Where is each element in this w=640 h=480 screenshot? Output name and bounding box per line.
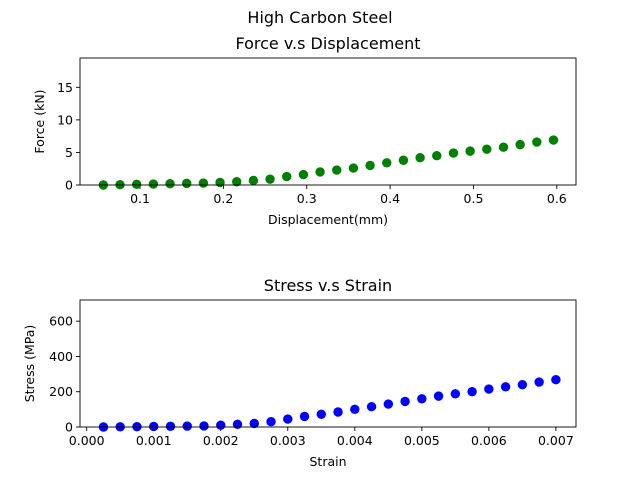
stress-data-point	[316, 409, 326, 419]
force-data-point	[548, 135, 559, 145]
stress-data-point	[500, 382, 511, 392]
stress-data-point	[299, 411, 310, 422]
stress-data-point	[149, 421, 159, 432]
figure-suptitle: High Carbon Steel	[247, 8, 393, 27]
stress-x-axis-label: Strain	[309, 454, 346, 469]
force-data-point	[415, 152, 425, 163]
force-y-tick-label: 5	[65, 145, 73, 160]
stress-y-tick-label: 0	[65, 420, 73, 435]
force-x-tick-label: 0.3	[297, 191, 317, 206]
force-data-point	[365, 160, 375, 171]
force-data-point	[482, 144, 492, 154]
stress-x-tick-label: 0.005	[404, 433, 440, 448]
stress-data-point	[350, 404, 360, 415]
force-plot-frame	[79, 57, 577, 186]
force-x-axis-label: Displacement(mm)	[268, 212, 388, 227]
stress-data-point	[283, 414, 293, 424]
stress-data-point	[199, 421, 209, 431]
stress-x-tick-label: 0.002	[203, 433, 239, 448]
stress-data-point	[232, 419, 243, 430]
force-x-tick-label: 0.1	[130, 191, 150, 206]
force-data-point	[131, 179, 142, 190]
stress-data-point	[433, 391, 444, 401]
force-y-axis-label: Force (kN)	[32, 89, 47, 153]
force-data-point	[265, 174, 275, 184]
force-y-tick-label: 15	[57, 80, 73, 95]
force-data-point	[432, 150, 442, 161]
force-data-point	[182, 178, 192, 189]
force-data-point	[332, 165, 342, 175]
stress-x-tick-label: 0.003	[270, 433, 306, 448]
stress-x-tick-label: 0.004	[337, 433, 373, 448]
stress-y-axis-label: Stress (MPa)	[22, 325, 37, 403]
stress-x-tick-label: 0.000	[69, 433, 105, 448]
force-data-point	[232, 177, 242, 187]
stress-chart-title: Stress v.s Strain	[264, 276, 392, 295]
stress-data-point	[182, 421, 192, 431]
force-data-point	[298, 169, 309, 180]
force-data-point	[515, 139, 525, 150]
force-y-tick-label: 10	[57, 112, 73, 127]
force-data-point	[382, 158, 392, 168]
stress-data-point	[366, 402, 377, 412]
stress-data-point	[266, 417, 276, 427]
stress-data-point	[165, 421, 176, 431]
force-chart-title: Force v.s Displacement	[235, 34, 420, 53]
stress-data-point	[450, 389, 461, 399]
force-data-point	[165, 178, 175, 189]
stress-y-tick-label: 200	[49, 384, 73, 399]
stress-data-point	[383, 399, 394, 409]
stress-plot-frame	[79, 299, 577, 428]
stress-data-point	[551, 375, 561, 385]
force-data-point	[398, 155, 409, 165]
force-y-tick-label: 0	[65, 178, 73, 193]
stress-data-point	[333, 407, 343, 417]
stress-data-point	[467, 387, 477, 397]
stress-data-point	[517, 379, 528, 390]
force-data-point	[348, 163, 359, 173]
stress-data-point	[400, 396, 410, 407]
force-data-point	[448, 148, 459, 158]
stress-data-point	[484, 384, 494, 394]
stress-data-point	[534, 377, 544, 387]
stress-y-tick-label: 400	[49, 349, 73, 364]
stress-x-tick-label: 0.007	[538, 433, 574, 448]
force-data-point	[465, 146, 475, 156]
force-data-point	[248, 175, 259, 186]
force-x-tick-label: 0.5	[464, 191, 484, 206]
force-data-point	[148, 179, 159, 189]
stress-data-point	[417, 394, 427, 404]
stress-data-point	[216, 420, 226, 430]
force-data-point	[215, 177, 225, 188]
force-data-point	[498, 142, 509, 152]
force-data-point	[198, 178, 209, 188]
force-data-point	[315, 167, 325, 177]
force-data-point	[532, 137, 542, 147]
stress-y-tick-label: 600	[49, 314, 73, 329]
force-data-point	[282, 171, 292, 182]
force-x-tick-label: 0.4	[380, 191, 400, 206]
force-x-tick-label: 0.6	[547, 191, 567, 206]
stress-data-point	[249, 418, 259, 429]
force-axes: Force v.s Displacement 0.1 0.2 0.3 0.4 0.5 0.6…	[32, 34, 577, 227]
force-x-tick-label: 0.2	[213, 191, 233, 206]
stress-x-tick-label: 0.006	[471, 433, 507, 448]
stress-axes: Stress v.s Strain 0.000 0.001 0.002 0.003 0.0…	[22, 276, 577, 469]
stress-x-tick-label: 0.001	[136, 433, 172, 448]
